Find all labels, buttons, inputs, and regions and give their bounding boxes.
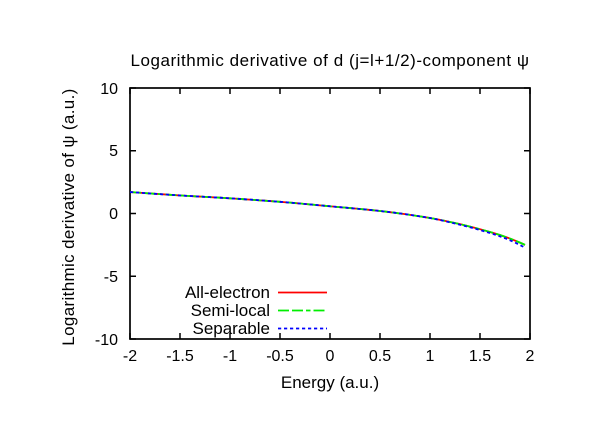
x-tick-label: -1 bbox=[222, 348, 238, 365]
x-tick-label: -2 bbox=[122, 348, 138, 365]
chart-title: Logarithmic derivative of d (j=l+1/2)-co… bbox=[130, 50, 530, 70]
y-tick-label: 5 bbox=[109, 143, 118, 161]
legend-row: Semi-local bbox=[0, 300, 327, 320]
x-tick-label: 1 bbox=[425, 348, 435, 365]
x-tick-label: 2 bbox=[525, 348, 535, 365]
x-tick-label: 1.5 bbox=[468, 348, 492, 365]
y-tick-label: -5 bbox=[103, 268, 118, 286]
y-tick-label: -10 bbox=[94, 331, 118, 349]
curve-all-electron bbox=[129, 191, 526, 246]
x-tick-label: -0.5 bbox=[266, 348, 294, 365]
legend-sample-all-electron bbox=[278, 291, 327, 293]
legend-sample-separable bbox=[278, 327, 327, 329]
legend-sample-semi-local bbox=[278, 309, 327, 311]
x-axis-label: Energy (a.u.) bbox=[280, 373, 380, 392]
x-tick-label: 0 bbox=[325, 348, 335, 365]
legend-row: All-electron bbox=[0, 282, 327, 302]
y-tick-label: 10 bbox=[100, 80, 118, 98]
legend-label-all-electron: All-electron bbox=[184, 282, 270, 302]
y-tick-label: 0 bbox=[109, 206, 118, 223]
x-tick-label: -1.5 bbox=[166, 348, 194, 365]
legend-row: Separable bbox=[0, 318, 327, 338]
legend-label-semi-local: Semi-local bbox=[190, 300, 270, 320]
legend-label-separable: Separable bbox=[192, 318, 270, 338]
x-tick-label: 0.5 bbox=[368, 348, 392, 365]
curve-separable bbox=[129, 191, 526, 249]
curve-semi-local bbox=[129, 191, 526, 246]
